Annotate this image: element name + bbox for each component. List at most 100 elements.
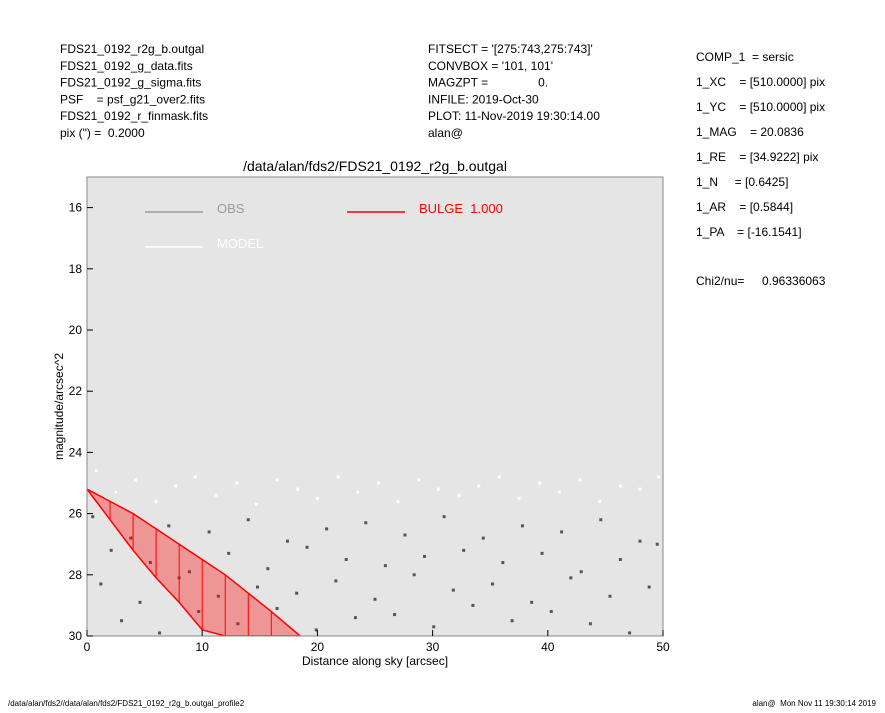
data-point: [336, 475, 340, 479]
chart-title: /data/alan/fds2/FDS21_0192_r2g_b.outgal: [243, 158, 507, 174]
data-point: [462, 548, 466, 552]
data-point: [154, 499, 158, 503]
data-point: [114, 490, 118, 494]
data-point: [638, 487, 642, 491]
header-right-line: 1_YC = [510.0000] pix: [696, 100, 825, 114]
data-point: [417, 478, 421, 482]
header-middle-line: PLOT: 11-Nov-2019 19:30:14.00: [428, 109, 600, 123]
data-point: [296, 487, 300, 491]
footer-right: alan@ Mon Nov 11 19:30:14 2019: [752, 699, 876, 708]
data-point: [432, 625, 436, 629]
bulge-band: [87, 489, 301, 636]
header-middle-line: INFILE: 2019-Oct-30: [428, 92, 539, 106]
data-point: [129, 536, 133, 540]
data-point: [477, 484, 481, 488]
data-point: [655, 542, 659, 546]
data-point: [197, 610, 201, 614]
header-middle-line: MAGZPT = 0.: [428, 76, 548, 90]
data-point: [628, 631, 632, 635]
data-point: [423, 554, 427, 558]
y-tick-label: 28: [69, 568, 83, 582]
data-point: [138, 600, 142, 604]
data-point: [396, 499, 400, 503]
data-point: [295, 591, 299, 595]
y-tick-label: 20: [69, 323, 83, 337]
data-point: [236, 622, 240, 626]
bulge-edge: [87, 488, 301, 636]
header-right-line: 1_MAG = 20.0836: [696, 125, 804, 139]
header-left-line: pix (") = 0.2000: [60, 126, 145, 140]
header-left-line: FDS21_0192_r_finmask.fits: [60, 109, 208, 123]
data-point: [599, 518, 603, 522]
data-point: [491, 582, 495, 586]
data-point: [579, 570, 583, 574]
data-point: [334, 579, 338, 583]
data-point: [275, 606, 279, 610]
data-point: [254, 502, 258, 506]
header-middle-line: alan@: [428, 126, 463, 140]
chi2-label: Chi2/nu=: [696, 274, 744, 288]
data-point: [255, 585, 259, 589]
data-point: [647, 585, 651, 589]
data-point: [383, 564, 387, 568]
data-point: [598, 499, 602, 503]
data-point: [510, 619, 514, 623]
data-point: [174, 484, 178, 488]
data-point: [109, 548, 113, 552]
data-point: [120, 619, 124, 623]
data-point: [578, 478, 582, 482]
header-right-line: 1_XC = [510.0000] pix: [696, 75, 825, 89]
data-point: [167, 524, 171, 528]
data-point: [560, 530, 564, 534]
data-point: [442, 515, 446, 519]
data-point: [471, 603, 475, 607]
data-point: [540, 551, 544, 555]
data-point: [457, 493, 461, 497]
data-point: [501, 561, 505, 565]
data-point: [188, 570, 192, 574]
data-point: [588, 622, 592, 626]
data-point: [356, 490, 360, 494]
data-point: [451, 588, 455, 592]
chi2-value: 0.96336063: [762, 274, 826, 288]
data-point: [207, 530, 211, 534]
y-tick-label: 24: [69, 445, 83, 459]
data-point: [353, 616, 357, 620]
data-point: [235, 481, 239, 485]
data-point: [481, 536, 485, 540]
data-point: [520, 524, 524, 528]
data-point: [549, 610, 553, 614]
data-point: [275, 478, 279, 482]
header-right-line: 1_AR = [0.5844]: [696, 200, 793, 214]
data-point: [325, 527, 329, 531]
header-left-line: PSF = psf_g21_over2.fits: [60, 92, 205, 106]
data-point: [314, 628, 318, 632]
data-point: [412, 573, 416, 577]
data-point: [436, 487, 440, 491]
data-point: [305, 545, 309, 549]
header-right-line: COMP_1 = sersic: [696, 50, 794, 64]
data-point: [364, 521, 368, 525]
plot-background: [87, 177, 663, 636]
data-point: [99, 582, 103, 586]
data-point: [376, 481, 380, 485]
header-right-line: 1_N = [0.6425]: [696, 175, 788, 189]
data-point: [94, 469, 98, 473]
data-point: [315, 496, 319, 500]
data-point: [618, 558, 622, 561]
x-tick-label: 40: [541, 640, 555, 654]
data-point: [133, 478, 137, 482]
x-tick-label: 0: [84, 640, 91, 654]
data-point: [517, 496, 521, 500]
data-point: [227, 551, 231, 555]
x-tick-label: 10: [196, 640, 210, 654]
y-tick-label: 22: [69, 384, 83, 398]
header-right-line: 1_RE = [34.9222] pix: [696, 150, 818, 164]
data-point: [216, 594, 220, 598]
header-middle-line: CONVBOX = '101, 101': [428, 59, 553, 73]
data-point: [608, 594, 612, 598]
y-tick-label: 26: [69, 507, 83, 521]
data-point: [193, 475, 197, 479]
header-left-line: FDS21_0192_r2g_b.outgal: [60, 42, 204, 56]
